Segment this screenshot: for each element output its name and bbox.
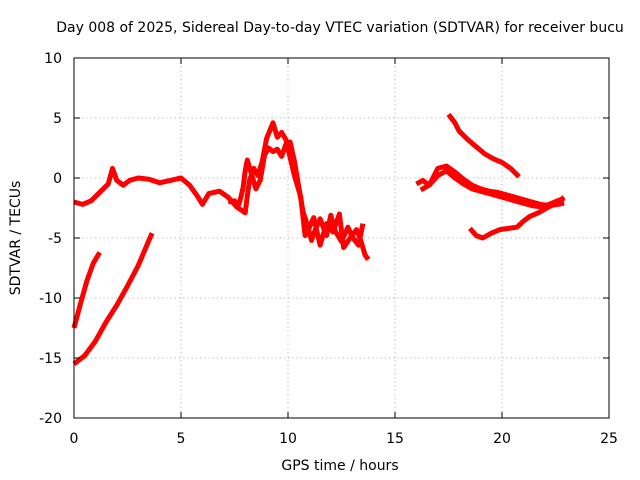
series-arc-2 <box>71 251 102 329</box>
data-series <box>71 112 566 366</box>
x-tick-label: 15 <box>386 431 404 447</box>
series-arc-3 <box>73 120 371 262</box>
series-arc-1 <box>72 232 155 366</box>
x-tick-label: 10 <box>279 431 297 447</box>
y-tick-label: 5 <box>53 111 62 127</box>
series-arc-6 <box>419 168 565 210</box>
x-tick-label: 0 <box>70 431 79 447</box>
y-tick-label: -20 <box>39 411 62 427</box>
x-tick-label: 25 <box>600 431 618 447</box>
y-tick-label: 10 <box>44 51 62 67</box>
chart-title: Day 008 of 2025, Sidereal Day-to-day VTE… <box>56 20 624 36</box>
series-arc-8 <box>468 195 566 241</box>
y-tick-label: 0 <box>53 171 62 187</box>
series-arc-5 <box>415 163 565 209</box>
y-tick-label: -15 <box>39 351 62 367</box>
series-arc-7 <box>446 112 521 179</box>
grid <box>74 58 609 418</box>
x-axis-label: GPS time / hours <box>281 458 398 474</box>
series-arc-4 <box>227 139 366 248</box>
y-axis-label: SDTVAR / TECUs <box>8 181 24 296</box>
x-tick-label: 20 <box>493 431 511 447</box>
axis-ticks: 0 5 10 15 20 25 -20 -15 -10 -5 0 5 10 <box>39 51 618 447</box>
x-tick-label: 5 <box>177 431 186 447</box>
y-tick-label: -5 <box>48 231 62 247</box>
y-tick-label: -10 <box>39 291 62 307</box>
